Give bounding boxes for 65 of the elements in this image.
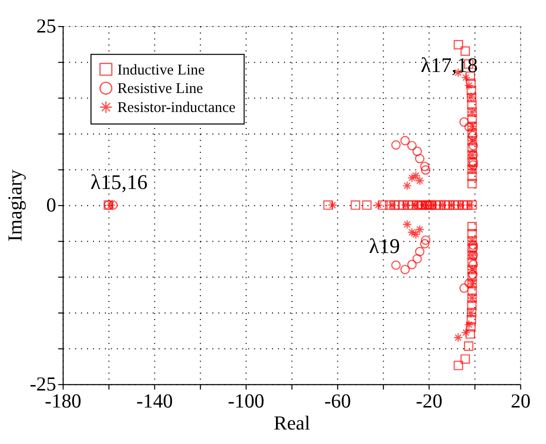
point xyxy=(466,308,476,318)
point xyxy=(467,236,477,246)
point xyxy=(407,140,417,150)
point xyxy=(446,200,456,210)
point xyxy=(459,117,469,127)
point xyxy=(420,162,430,172)
legend-label: Resistor-inductance xyxy=(117,100,236,116)
point xyxy=(391,260,401,270)
point xyxy=(459,283,469,293)
point xyxy=(467,293,477,303)
y-axis-title: Imagiary xyxy=(4,170,27,242)
point xyxy=(467,122,477,132)
point xyxy=(407,260,417,270)
point xyxy=(468,140,478,150)
point xyxy=(402,181,412,190)
legend-label: Inductive Line xyxy=(117,62,206,78)
point xyxy=(108,200,118,210)
x-axis-title: Real xyxy=(274,412,311,434)
point xyxy=(411,171,421,180)
x-tick-label: -60 xyxy=(324,390,351,412)
point xyxy=(468,260,478,270)
point xyxy=(468,243,478,253)
x-tick-label: -140 xyxy=(136,390,173,412)
point xyxy=(400,136,410,146)
point xyxy=(456,200,466,210)
point xyxy=(415,246,424,256)
y-tick-label: 25 xyxy=(36,16,56,38)
point xyxy=(328,200,338,210)
point xyxy=(464,278,474,288)
point xyxy=(374,200,384,210)
point xyxy=(464,122,474,132)
annotation: λ19 xyxy=(368,234,400,258)
point xyxy=(402,220,412,230)
x-tick-label: -20 xyxy=(416,390,442,412)
point xyxy=(467,264,477,274)
point xyxy=(466,92,476,102)
point xyxy=(412,146,422,156)
point xyxy=(415,154,424,164)
point xyxy=(412,254,422,264)
point xyxy=(411,230,421,240)
point xyxy=(464,80,474,90)
point xyxy=(410,200,420,210)
point xyxy=(465,200,475,210)
point xyxy=(387,200,397,210)
point xyxy=(464,320,474,330)
point xyxy=(415,176,424,186)
y-tick-label: 0 xyxy=(46,194,56,217)
point xyxy=(468,240,478,250)
point xyxy=(400,264,410,274)
annotation: λ15,16 xyxy=(90,170,148,194)
point xyxy=(468,157,478,167)
point xyxy=(468,270,478,280)
point xyxy=(467,279,477,289)
point xyxy=(417,200,426,210)
point xyxy=(420,165,430,175)
point xyxy=(401,200,410,210)
point xyxy=(407,173,417,183)
legend-label: Resistive Line xyxy=(117,81,204,98)
point xyxy=(468,160,478,170)
point xyxy=(391,140,401,150)
point xyxy=(420,239,430,248)
x-tick-label: 20 xyxy=(510,390,531,412)
x-tick-label: -100 xyxy=(228,390,264,412)
point xyxy=(420,235,430,245)
point xyxy=(467,107,477,117)
